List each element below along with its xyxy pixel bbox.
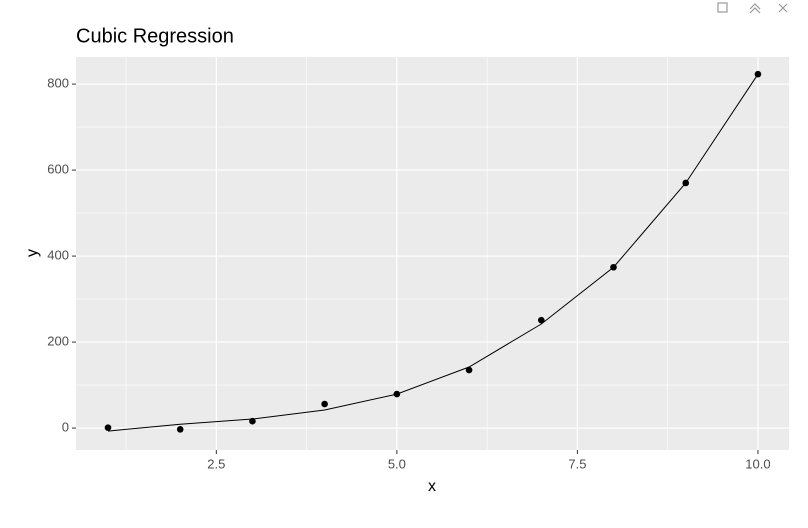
data-point [321, 400, 328, 408]
y-tick-label: 600 [47, 162, 69, 177]
data-point [176, 426, 184, 433]
window-controls [717, 2, 788, 14]
data-point [537, 316, 545, 324]
y-tick-label: 200 [47, 334, 69, 349]
x-tick-label: 10.0 [745, 456, 770, 471]
chart-title: Cubic Regression [76, 25, 234, 47]
x-tick-label: 5.0 [388, 456, 406, 471]
x-tick-label: 7.5 [568, 456, 586, 471]
y-tick-label: 0 [62, 420, 69, 435]
y-axis-label: y [24, 249, 41, 257]
collapse-icon[interactable] [749, 3, 761, 14]
y-tick-label: 800 [47, 76, 69, 91]
x-tick-label: 2.5 [207, 456, 225, 471]
y-tick-label: 400 [47, 248, 69, 263]
fit-line [107, 73, 759, 432]
data-point [104, 424, 112, 431]
popout-icon[interactable] [717, 2, 728, 13]
x-axis-label: x [428, 478, 436, 495]
close-icon[interactable] [778, 3, 788, 13]
panel [76, 57, 789, 450]
data-point [465, 366, 473, 374]
